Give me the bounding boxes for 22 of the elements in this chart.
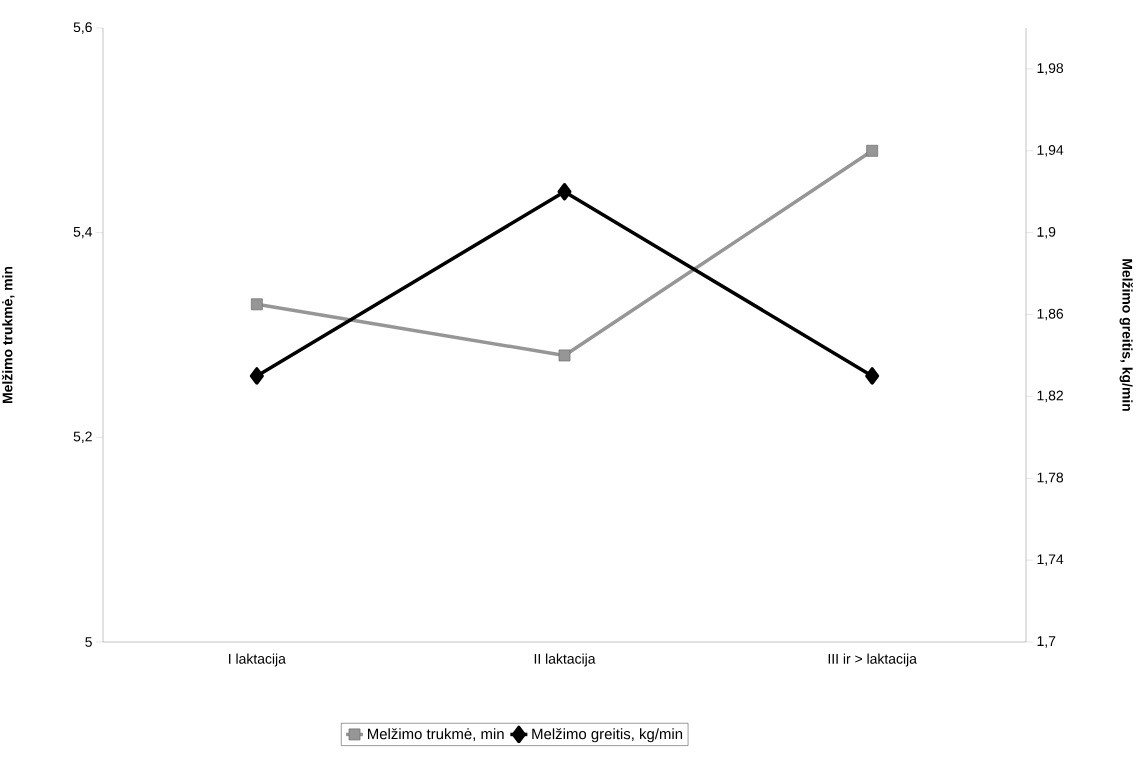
- x-tick-label: III ir > laktacija: [828, 653, 917, 667]
- point: [250, 298, 263, 311]
- y2-tick-label: 1,7: [1037, 636, 1056, 648]
- y2-tick-label: 1,98: [1037, 63, 1064, 75]
- y-tick-label: 5,6: [73, 22, 92, 34]
- point: [558, 349, 571, 362]
- y2-tick-label: 1,86: [1037, 308, 1064, 321]
- x-tick-label: II laktacija: [534, 653, 596, 667]
- y-axis-title: Melžimo trukmė, min: [1, 266, 15, 404]
- legend-label: Melžimo greitis, kg/min: [532, 728, 683, 743]
- y2-tick-label: 1,74: [1037, 554, 1064, 566]
- y2-tick-label: 1,9: [1037, 226, 1056, 239]
- y-tick-label: 5: [85, 637, 92, 647]
- y2-tick-label: 1,82: [1037, 390, 1063, 403]
- point: [866, 144, 879, 157]
- x-tick-label: I laktacija: [229, 653, 286, 667]
- y2-tick-label: 1,94: [1037, 145, 1064, 157]
- y2-axis-title: Melžimo greitis, kg/min: [1119, 259, 1133, 411]
- y-tick-label: 5,2: [73, 431, 92, 444]
- y-tick-label: 5,4: [73, 226, 93, 239]
- y2-tick-label: 1,78: [1037, 472, 1064, 485]
- legend-label: Melžimo trukmė, min: [367, 728, 504, 742]
